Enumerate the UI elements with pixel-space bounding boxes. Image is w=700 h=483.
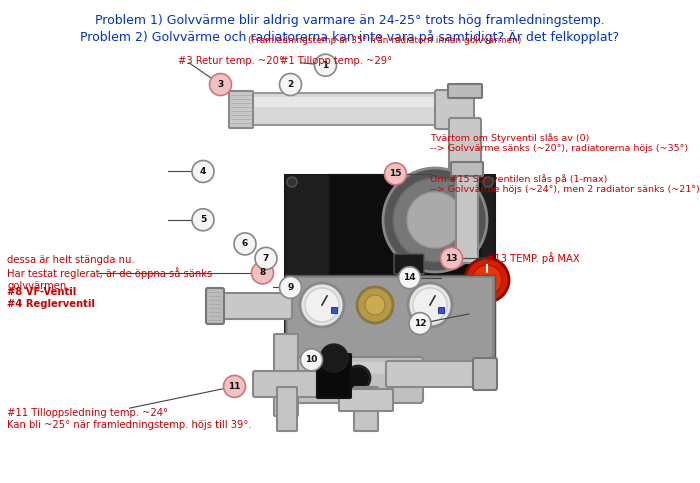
- FancyBboxPatch shape: [206, 288, 224, 324]
- Text: Om #15 Styrventilen slås på (1-max)
--> Golvvärme höjs (~24°), men 2 radiator sä: Om #15 Styrventilen slås på (1-max) --> …: [430, 174, 700, 194]
- Circle shape: [408, 283, 452, 327]
- Text: Problem 2) Golvvärme och radiatorerna kan inte vara på samtidigt? Är det felkopp: Problem 2) Golvvärme och radiatorerna ka…: [80, 30, 620, 44]
- FancyBboxPatch shape: [213, 293, 292, 319]
- Circle shape: [398, 267, 421, 289]
- Text: 1: 1: [323, 61, 328, 70]
- Circle shape: [192, 209, 214, 231]
- Text: #3 Retur temp. ~20°: #3 Retur temp. ~20°: [178, 56, 284, 66]
- FancyBboxPatch shape: [274, 334, 298, 416]
- Circle shape: [413, 288, 447, 322]
- FancyBboxPatch shape: [456, 168, 478, 263]
- FancyBboxPatch shape: [331, 307, 337, 313]
- Text: 12: 12: [414, 319, 426, 328]
- Circle shape: [234, 233, 256, 255]
- Text: Problem 1) Golvvärme blir aldrig varmare än 24-25° trots hög framledningstemp.: Problem 1) Golvvärme blir aldrig varmare…: [95, 14, 605, 27]
- Circle shape: [409, 313, 431, 335]
- Circle shape: [279, 276, 302, 298]
- Text: 9: 9: [287, 283, 294, 292]
- Text: 4: 4: [199, 167, 206, 176]
- FancyBboxPatch shape: [285, 275, 495, 375]
- Circle shape: [465, 258, 509, 302]
- Circle shape: [320, 344, 348, 372]
- Text: (Framledningstemp är 35° från radiatorn innan golvvärmen): (Framledningstemp är 35° från radiatorn …: [248, 35, 522, 44]
- Circle shape: [365, 295, 385, 315]
- FancyBboxPatch shape: [288, 278, 492, 372]
- Circle shape: [287, 177, 297, 187]
- Text: 14: 14: [403, 273, 416, 282]
- Circle shape: [472, 265, 502, 295]
- Text: #13 TEMP. på MAX: #13 TEMP. på MAX: [486, 253, 580, 264]
- FancyBboxPatch shape: [303, 362, 417, 374]
- Text: 6: 6: [242, 240, 248, 248]
- Circle shape: [440, 247, 463, 270]
- Circle shape: [384, 163, 407, 185]
- FancyBboxPatch shape: [317, 354, 351, 398]
- Circle shape: [383, 168, 487, 272]
- Circle shape: [346, 366, 370, 390]
- Text: Tvärtom om Styrventil slås av (0)
--> Golvvärme sänks (~20°), radiatorerna höjs : Tvärtom om Styrventil slås av (0) --> Go…: [430, 133, 689, 153]
- Circle shape: [300, 349, 323, 371]
- FancyBboxPatch shape: [277, 387, 297, 431]
- FancyBboxPatch shape: [330, 175, 480, 280]
- Circle shape: [407, 192, 463, 248]
- Circle shape: [287, 363, 297, 373]
- Circle shape: [279, 73, 302, 96]
- Text: #11 Tilloppsledning temp. ~24°
Kan bli ~25° när framledningstemp. höjs till 39°.: #11 Tilloppsledning temp. ~24° Kan bli ~…: [7, 408, 252, 430]
- FancyBboxPatch shape: [449, 118, 481, 177]
- Circle shape: [209, 73, 232, 96]
- FancyBboxPatch shape: [248, 97, 437, 107]
- Text: 3: 3: [218, 80, 223, 89]
- Text: 5: 5: [200, 215, 206, 224]
- Circle shape: [314, 54, 337, 76]
- FancyBboxPatch shape: [473, 358, 497, 390]
- FancyBboxPatch shape: [448, 84, 482, 98]
- FancyBboxPatch shape: [339, 389, 393, 411]
- Text: 8: 8: [260, 269, 265, 277]
- Text: dessa är helt stängda nu.
Har testat reglerat, är de öppna så sänks
golvvärmen.: dessa är helt stängda nu. Har testat reg…: [7, 255, 212, 290]
- Circle shape: [483, 363, 493, 373]
- FancyBboxPatch shape: [451, 162, 483, 176]
- Circle shape: [192, 160, 214, 183]
- Circle shape: [300, 283, 344, 327]
- Circle shape: [357, 287, 393, 323]
- Text: #1 Tillopp temp. ~29°: #1 Tillopp temp. ~29°: [280, 56, 392, 66]
- FancyBboxPatch shape: [394, 254, 424, 274]
- Text: 15: 15: [389, 170, 402, 178]
- Text: 2: 2: [288, 80, 293, 89]
- FancyBboxPatch shape: [297, 357, 423, 403]
- Circle shape: [483, 177, 493, 187]
- Circle shape: [251, 262, 274, 284]
- FancyBboxPatch shape: [438, 307, 444, 313]
- Text: 10: 10: [305, 355, 318, 364]
- FancyBboxPatch shape: [229, 91, 253, 128]
- FancyBboxPatch shape: [285, 175, 495, 375]
- Circle shape: [223, 375, 246, 398]
- Text: 7: 7: [262, 254, 270, 263]
- Circle shape: [255, 247, 277, 270]
- Text: 11: 11: [228, 382, 241, 391]
- FancyBboxPatch shape: [243, 93, 442, 125]
- FancyBboxPatch shape: [386, 361, 480, 387]
- Circle shape: [305, 288, 339, 322]
- Text: #8 VF-Ventil
#4 Reglerventil: #8 VF-Ventil #4 Reglerventil: [7, 287, 95, 309]
- Text: 13: 13: [445, 254, 458, 263]
- FancyBboxPatch shape: [354, 387, 378, 431]
- FancyBboxPatch shape: [435, 90, 474, 129]
- Circle shape: [393, 178, 477, 262]
- FancyBboxPatch shape: [253, 371, 319, 397]
